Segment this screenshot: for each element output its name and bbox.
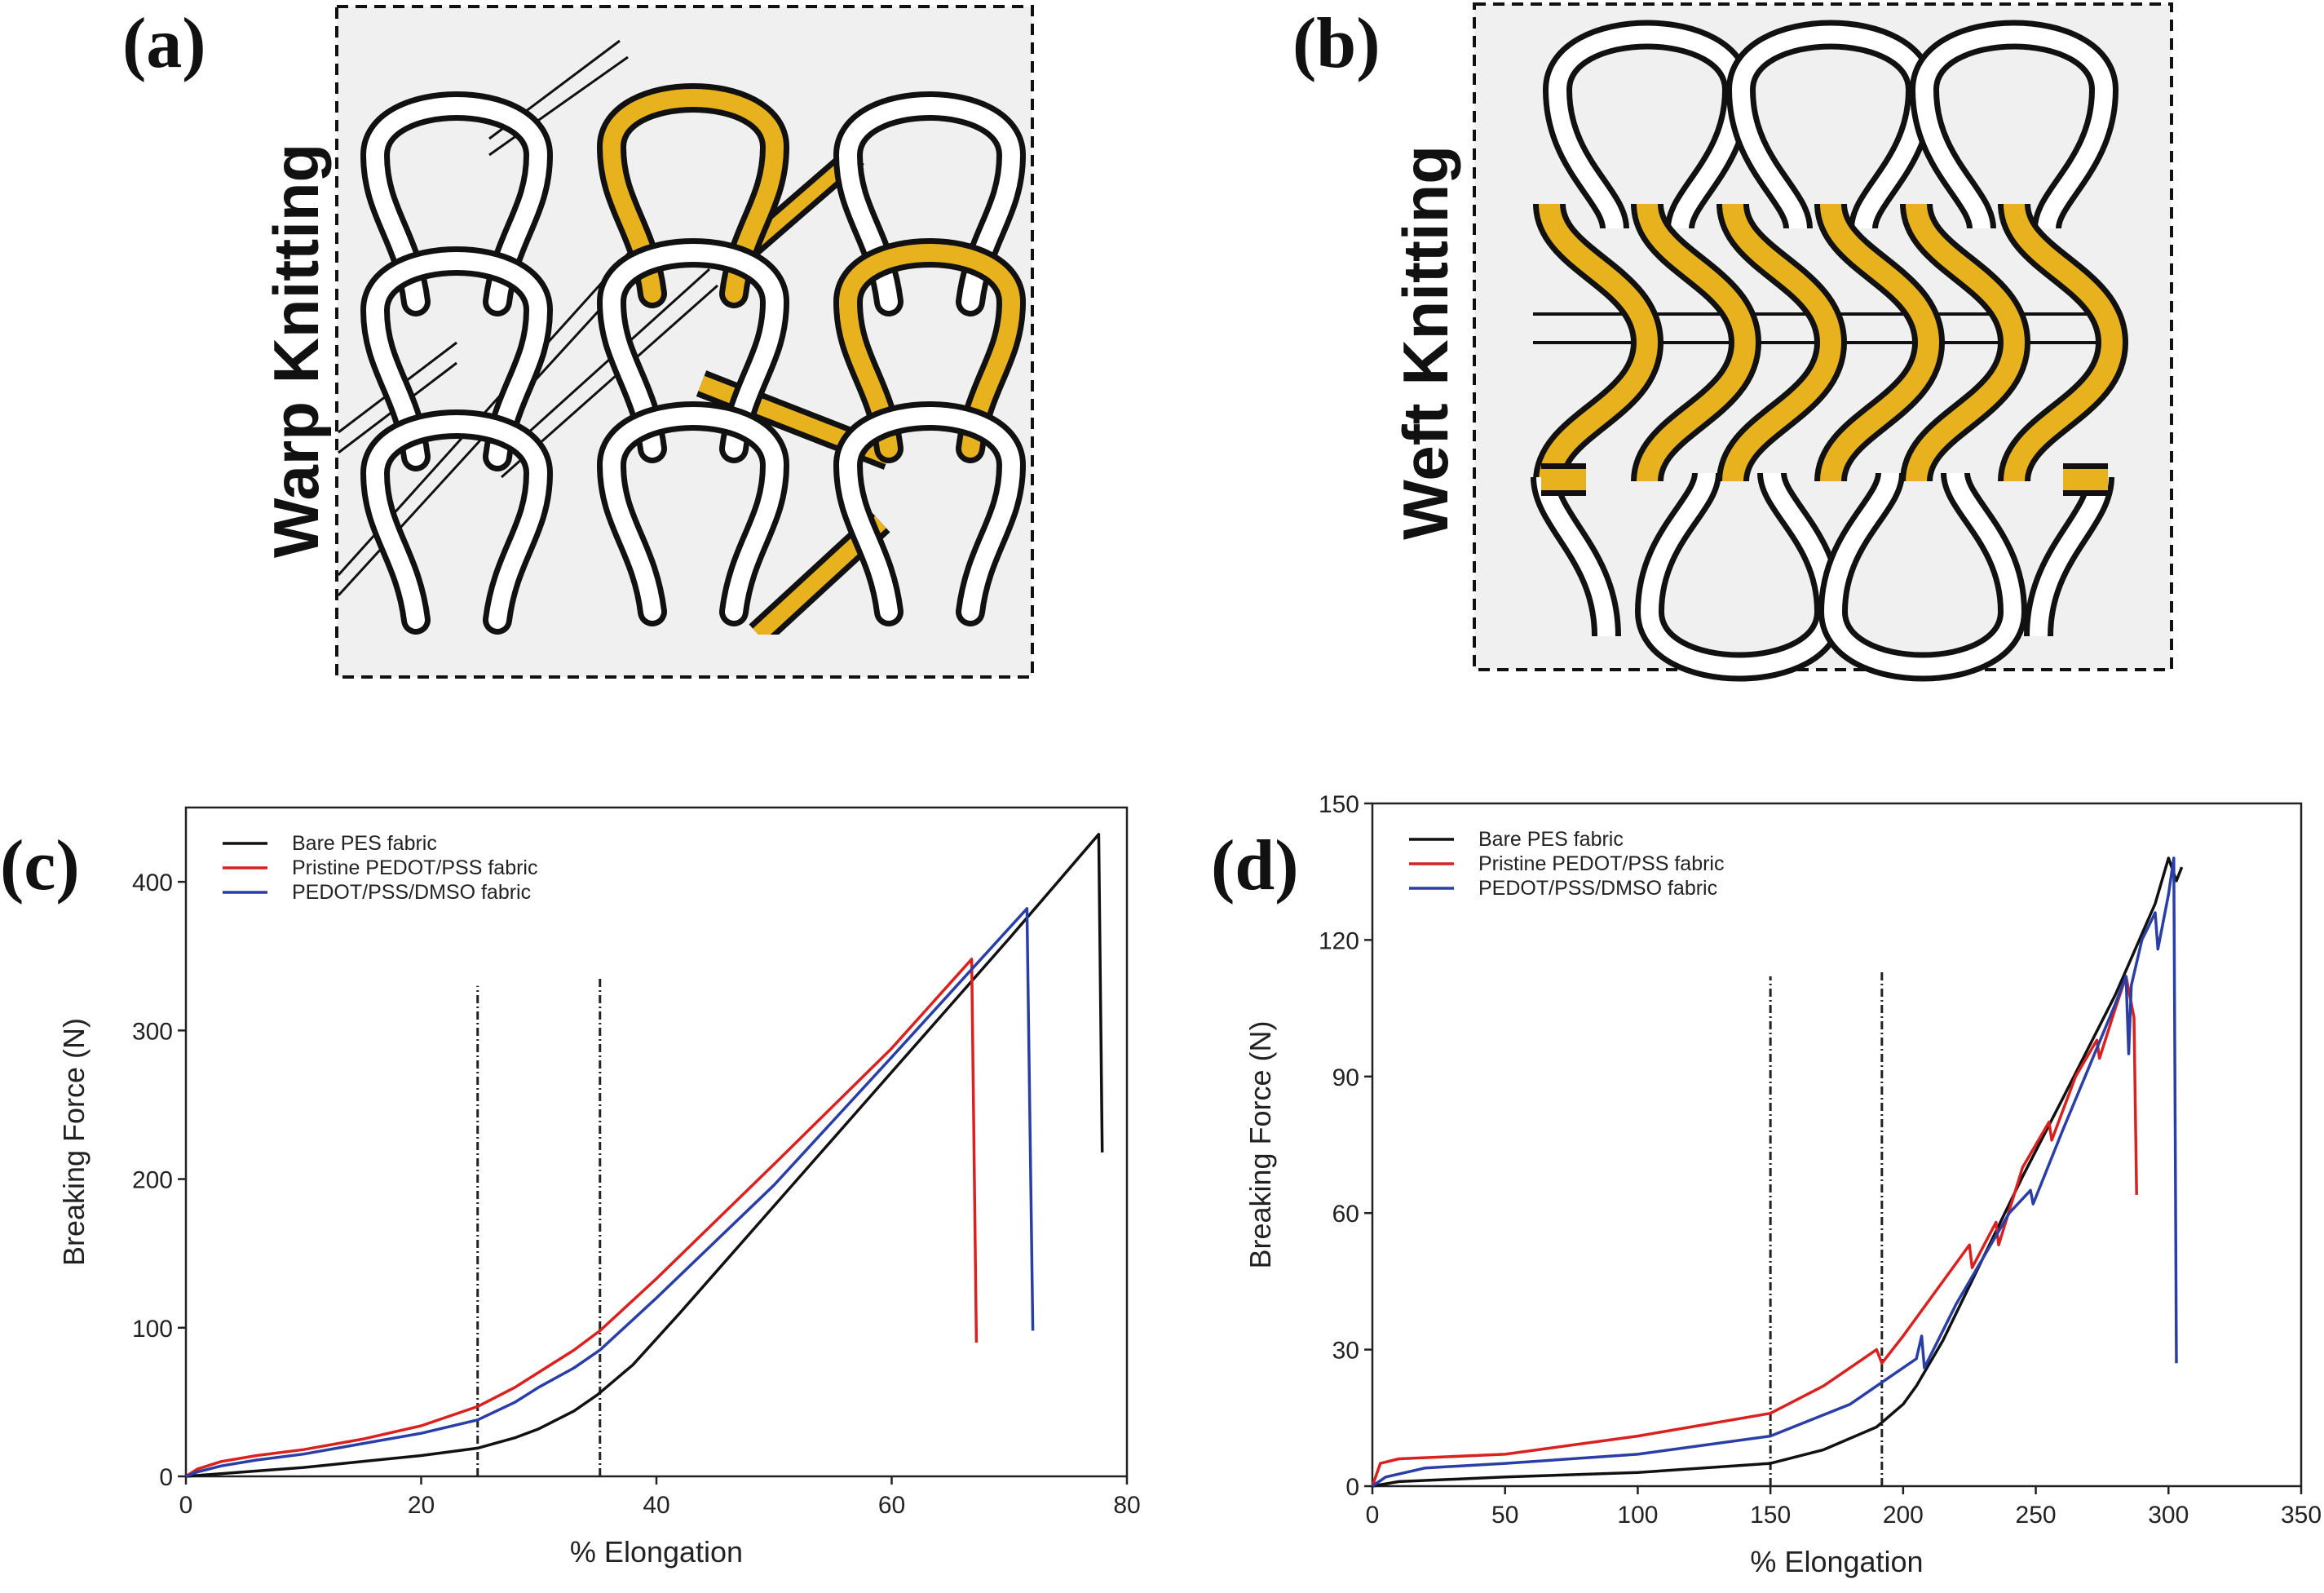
y-axis-label: Breaking Force (N) xyxy=(1244,1020,1277,1268)
plot-frame xyxy=(1371,802,2303,1488)
panel-d-letter: (d) xyxy=(1211,826,1299,905)
legend-entry: Bare PES fabric xyxy=(292,832,437,855)
y-tick-label: 400 xyxy=(132,870,173,896)
series-line-bare-pes-fabric xyxy=(1372,856,2184,1488)
x-tick-label: 80 xyxy=(1113,1492,1140,1519)
y-tick-label: 60 xyxy=(1332,1201,1359,1228)
x-tick-label: 150 xyxy=(1750,1502,1791,1529)
y-tick-label: 0 xyxy=(159,1464,173,1491)
y-tick-label: 150 xyxy=(1319,791,1359,818)
x-tick-label: 350 xyxy=(2281,1502,2322,1529)
chart-c: 0 20 40 60 80 0 100 200 300 400 % Elongation Breaki… xyxy=(57,806,1141,1569)
panel-b-letter: (b) xyxy=(1292,4,1381,83)
x-tick-label: 50 xyxy=(1491,1502,1518,1529)
chart-d: 0 50 100 150 200 250 300 350 0 30 60 90 120 150 % Elon… xyxy=(1244,791,2322,1578)
legend-entry: Pristine PEDOT/PSS fabric xyxy=(1478,852,1724,875)
series-line-pedot-pss-dmso-fabric xyxy=(185,907,1035,1478)
series-line-pristine-pedot-pss-fabric xyxy=(1371,975,2138,1487)
legend-entry: Bare PES fabric xyxy=(1478,828,1624,851)
legend-entry: PEDOT/PSS/DMSO fabric xyxy=(1478,877,1717,900)
x-tick-label: 300 xyxy=(2148,1502,2189,1529)
y-tick-label: 100 xyxy=(132,1316,173,1343)
legend-entry: PEDOT/PSS/DMSO fabric xyxy=(292,881,531,904)
panel-c-letter: (c) xyxy=(0,826,80,905)
x-tick-label: 0 xyxy=(179,1492,193,1519)
y-tick-label: 120 xyxy=(1319,927,1359,954)
x-tick-label: 250 xyxy=(2016,1502,2057,1529)
y-tick-label: 200 xyxy=(132,1167,173,1194)
x-tick-label: 40 xyxy=(643,1492,669,1519)
x-tick-label: 200 xyxy=(1883,1502,1924,1529)
weft-knitting-schematic xyxy=(1473,2,2173,670)
y-tick-label: 90 xyxy=(1332,1064,1359,1091)
y-axis-label: Breaking Force (N) xyxy=(57,1018,91,1266)
y-tick-label: 30 xyxy=(1332,1338,1359,1365)
x-tick-label: 100 xyxy=(1617,1502,1658,1529)
x-tick-label: 0 xyxy=(1366,1502,1380,1529)
series-line-pedot-pss-dmso-fabric xyxy=(1372,856,2178,1488)
panel-a-title: Warp Knitting xyxy=(260,144,332,558)
panel-b-title: Weft Knitting xyxy=(1390,145,1461,540)
series-line-bare-pes-fabric xyxy=(185,833,1104,1478)
x-tick-label: 20 xyxy=(408,1492,435,1519)
y-tick-label: 300 xyxy=(132,1018,173,1045)
y-tick-label: 0 xyxy=(1345,1474,1359,1501)
legend-entry: Pristine PEDOT/PSS fabric xyxy=(292,856,537,879)
x-axis-label: % Elongation xyxy=(1750,1545,1923,1578)
series-line-pristine-pedot-pss-fabric xyxy=(185,958,979,1478)
plot-frame xyxy=(184,806,1129,1478)
x-axis-label: % Elongation xyxy=(570,1535,743,1569)
x-tick-label: 60 xyxy=(878,1492,905,1519)
warp-knitting-schematic xyxy=(335,5,1034,679)
panel-a-letter: (a) xyxy=(122,4,206,83)
